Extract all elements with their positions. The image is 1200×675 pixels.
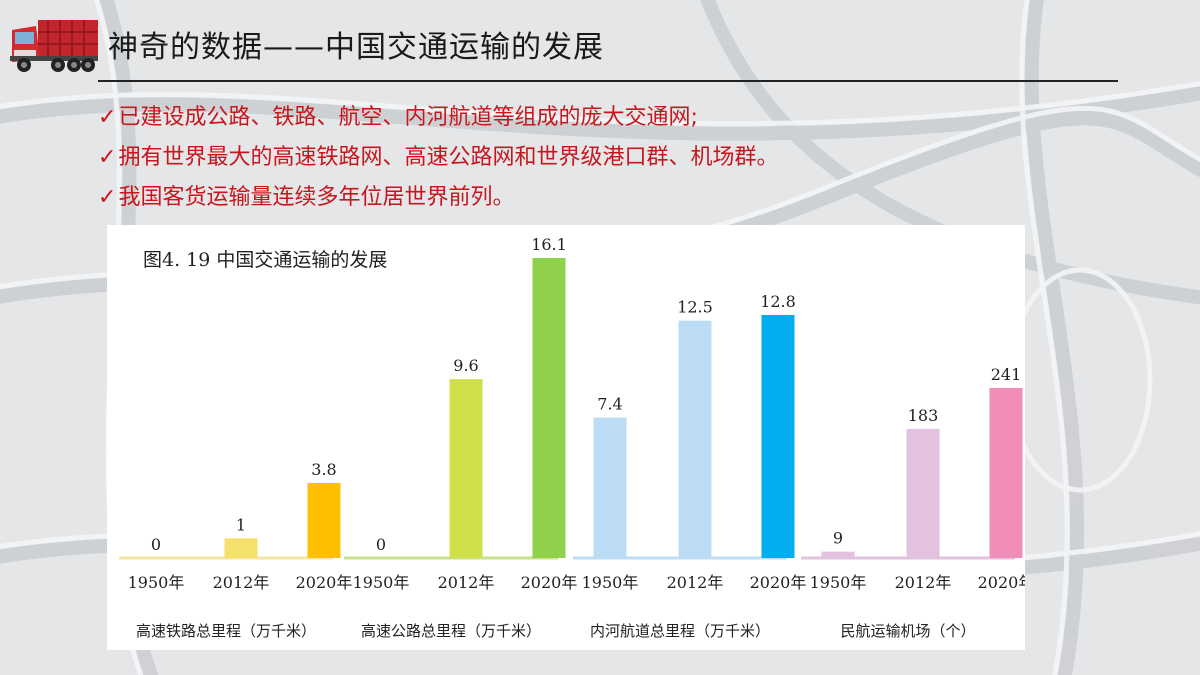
category-label: 1950年 (128, 573, 185, 592)
bar (761, 315, 795, 558)
bar (532, 258, 566, 558)
bar (906, 428, 940, 558)
value-label: 183 (908, 406, 939, 425)
category-label: 2012年 (667, 573, 724, 592)
page-title: 神奇的数据——中国交通运输的发展 (108, 30, 604, 65)
value-label: 0 (376, 535, 386, 554)
value-label: 1 (236, 515, 246, 534)
chart-4: 9 1950年 183 2012年 241 2020年民航运输机场（个） (801, 365, 1025, 640)
bullet-text: 我国客货运输量连续多年位居世界前列。 (118, 185, 515, 210)
category-label: 2012年 (438, 573, 495, 592)
bullet-list: ✓已建设成公路、铁路、航空、内河航道等组成的庞大交通网; ✓拥有世界最大的高速铁… (98, 98, 778, 218)
check-icon: ✓ (98, 105, 117, 130)
bar (593, 417, 627, 558)
bar (307, 483, 341, 558)
bullet-item: ✓拥有世界最大的高速铁路网、高速公路网和世界级港口群、机场群。 (98, 138, 778, 178)
value-label: 3.8 (311, 460, 336, 479)
value-label: 9.6 (453, 356, 478, 375)
value-label: 12.8 (760, 292, 796, 311)
chart-title: 内河航道总里程（万千米） (590, 622, 770, 640)
bullet-item: ✓我国客货运输量连续多年位居世界前列。 (98, 178, 778, 218)
chart-title: 民航运输机场（个） (840, 622, 975, 640)
bar (989, 388, 1023, 558)
value-label: 12.5 (677, 298, 713, 317)
category-label: 2012年 (213, 573, 270, 592)
bullet-item: ✓已建设成公路、铁路、航空、内河航道等组成的庞大交通网; (98, 98, 778, 138)
check-icon: ✓ (98, 145, 117, 170)
value-label: 7.4 (597, 395, 622, 414)
title-divider (98, 80, 1118, 82)
category-label: 2020年 (296, 573, 353, 592)
bar (224, 538, 258, 558)
bar (821, 551, 855, 558)
chart-title: 高速公路总里程（万千米） (361, 622, 541, 640)
category-label: 2012年 (895, 573, 952, 592)
figure-title: 图4. 19 中国交通运输的发展 (143, 249, 388, 271)
category-label: 2020年 (750, 573, 807, 592)
category-label: 2020年 (521, 573, 578, 592)
bar (678, 320, 712, 558)
value-label: 241 (991, 365, 1022, 384)
category-label: 1950年 (582, 573, 639, 592)
check-icon: ✓ (98, 185, 117, 210)
value-label: 9 (833, 529, 843, 548)
truck-icon (10, 20, 98, 72)
value-label: 16.1 (531, 235, 567, 254)
bullet-text: 拥有世界最大的高速铁路网、高速公路网和世界级港口群、机场群。 (118, 145, 779, 170)
chart-title: 高速铁路总里程（万千米） (136, 622, 316, 640)
category-label: 1950年 (353, 573, 410, 592)
bullet-text: 已建设成公路、铁路、航空、内河航道等组成的庞大交通网; (118, 105, 698, 130)
category-label: 1950年 (810, 573, 867, 592)
chart-panel: 图4. 19 中国交通运输的发展 0 1950年 1 2012年 3.8 2020年高速铁… (107, 225, 1025, 650)
value-label: 0 (151, 535, 161, 554)
bar (449, 379, 483, 558)
category-label: 2020年 (978, 573, 1025, 592)
